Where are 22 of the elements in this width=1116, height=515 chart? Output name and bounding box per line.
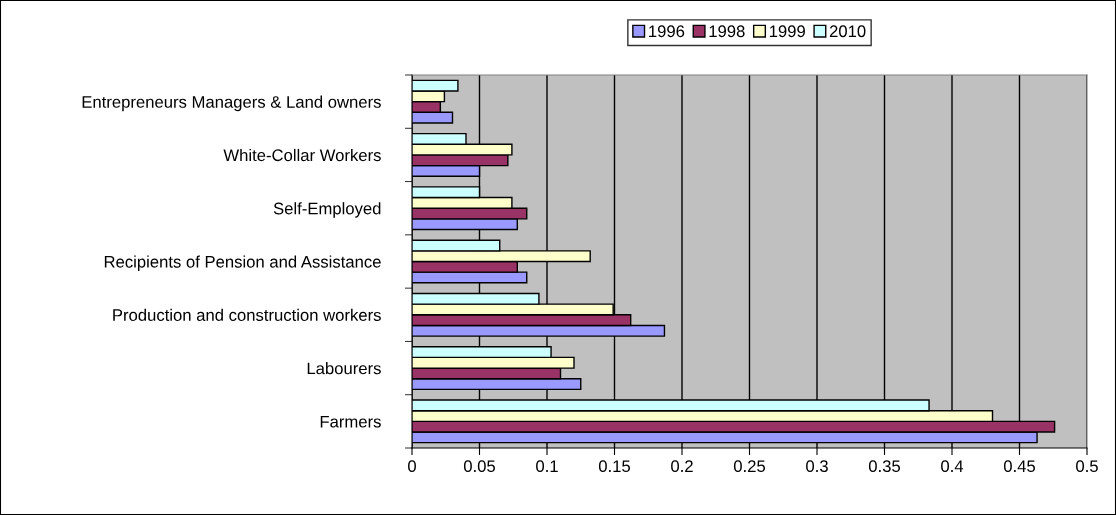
x-tick-label: 0.3 — [806, 460, 828, 473]
x-tick-label: 0.25 — [733, 460, 766, 473]
x-tick-label: 0.45 — [1003, 460, 1036, 473]
x-tick-label: 0.15 — [598, 460, 631, 473]
y-tick-label: Farmers — [320, 415, 381, 428]
x-tick-label: 0.05 — [463, 460, 496, 473]
x-tick-label: 0.4 — [941, 460, 964, 473]
x-tick-label: 0.5 — [1076, 460, 1098, 473]
y-tick-label: Self-Employed — [273, 202, 381, 218]
y-tick-label: White-Collar Workers — [223, 148, 381, 162]
y-tick-label: Production and construction workers — [113, 308, 381, 321]
x-tick-label: 0.35 — [868, 460, 901, 473]
legend-label: 1996 — [649, 25, 685, 38]
y-tick-label: Entrepreneurs Managers & Land owners — [82, 95, 381, 112]
x-tick-label: 0.1 — [536, 460, 558, 473]
legend-label: 1999 — [769, 25, 805, 38]
x-tick-label: 0.2 — [671, 460, 693, 473]
y-tick-label: Labourers — [307, 362, 381, 375]
x-tick-label: 0 — [408, 460, 416, 473]
y-tick-label: Recipients of Pension and Assistance — [104, 255, 381, 271]
legend-label: 1998 — [709, 25, 745, 38]
legend-label: 2010 — [829, 25, 866, 38]
